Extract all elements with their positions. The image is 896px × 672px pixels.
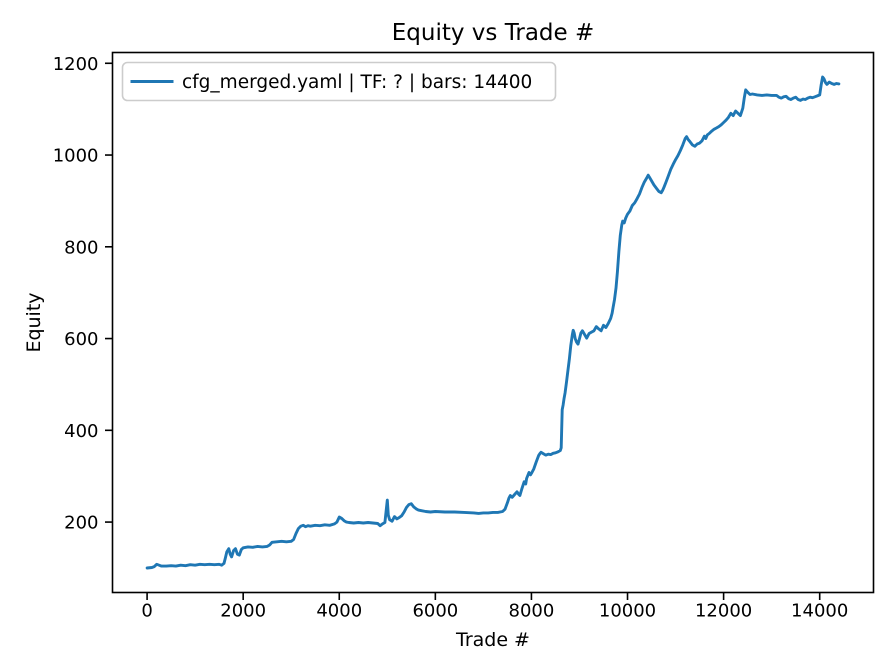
y-tick-label: 600	[64, 329, 98, 350]
x-tick-label: 8000	[509, 601, 555, 622]
legend: cfg_merged.yaml | TF: ? | bars: 14400	[121, 61, 557, 102]
legend-label: cfg_merged.yaml | TF: ? | bars: 14400	[182, 72, 532, 93]
x-tick-label: 14000	[791, 601, 848, 622]
x-tick-label: 4000	[316, 601, 362, 622]
x-tick-label: 12000	[695, 601, 752, 622]
y-tick-label: 800	[64, 237, 98, 258]
chart-title: Equity vs Trade #	[392, 20, 595, 46]
y-tick-label: 400	[64, 421, 98, 442]
x-tick-label: 6000	[412, 601, 458, 622]
y-tick-label: 1200	[53, 54, 99, 75]
y-tick-label: 200	[64, 513, 98, 534]
x-tick-label: 0	[141, 601, 152, 622]
axes-frame	[111, 51, 875, 594]
legend-box	[121, 61, 557, 102]
equity-curve	[145, 75, 841, 570]
y-axis-label: Equity	[23, 292, 45, 352]
x-tick-label: 2000	[220, 601, 266, 622]
axes-layer: 0 2000 4000 6000 8000 10000 12000 14000 200 400 60…	[53, 51, 875, 622]
x-axis-label: Trade #	[455, 629, 530, 651]
y-tick-label: 1000	[53, 146, 99, 167]
x-tick-label: 10000	[599, 601, 656, 622]
